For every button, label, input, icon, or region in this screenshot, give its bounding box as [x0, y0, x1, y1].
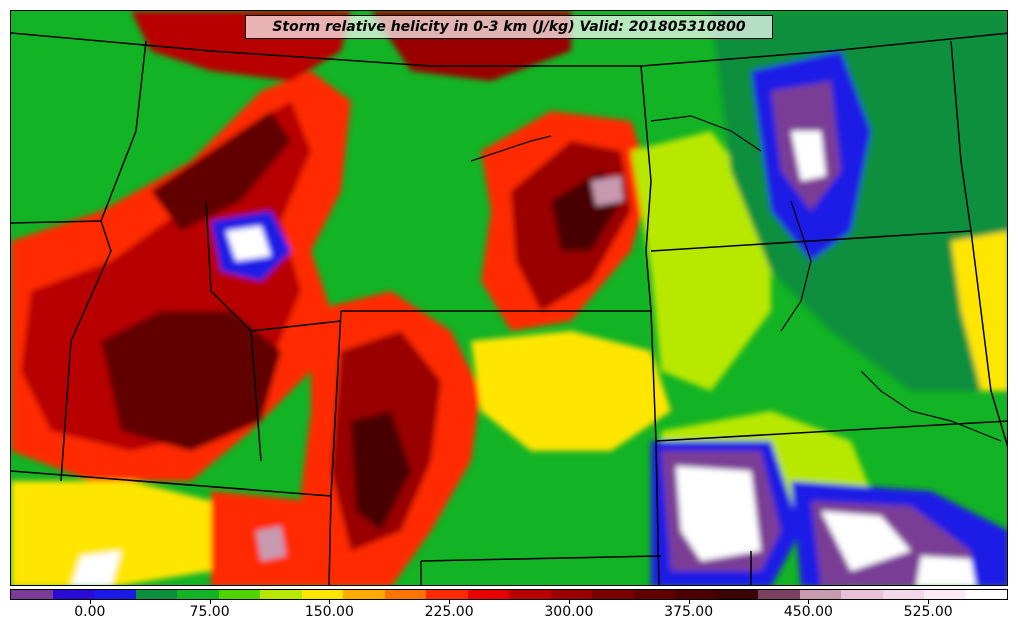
helicity-map: [10, 10, 1008, 586]
colorbar-segment: [467, 590, 509, 599]
colorbar-segment: [633, 590, 675, 599]
colorbar-segment: [550, 590, 592, 599]
colorbar-segment: [260, 590, 302, 599]
map-canvas: [11, 11, 1007, 585]
colorbar-segment: [509, 590, 551, 599]
field-mid-yellow: [471, 331, 671, 451]
colorbar-segment: [675, 590, 717, 599]
field-sw-white: [71, 551, 121, 585]
field-south-yellow: [11, 481, 211, 585]
colorbar-tick-label: 525.00: [903, 604, 953, 620]
colorbar-segment: [799, 590, 841, 599]
colorbar-tick: [928, 600, 930, 604]
field-central-core: [351, 411, 411, 531]
colorbar-tick-label: 0.00: [74, 604, 106, 620]
field-east-white: [791, 131, 826, 181]
rivers: [470, 115, 1002, 442]
field-east-yellow: [951, 231, 1007, 391]
colorbar-segment: [218, 590, 260, 599]
colorbar-segment: [882, 590, 924, 599]
colorbar-tick: [568, 600, 570, 604]
helicity-field: [11, 11, 1007, 585]
colorbar-segment: [426, 590, 468, 599]
colorbar-tick: [449, 600, 451, 604]
field-idaho-white: [226, 226, 271, 261]
colorbar-segment: [758, 590, 800, 599]
colorbar-tick-label: 150.00: [304, 604, 354, 620]
map-title: Storm relative helicity in 0-3 km (J/kg)…: [245, 15, 773, 39]
colorbar-segment: [592, 590, 634, 599]
colorbar-tick-label: 300.00: [544, 604, 594, 620]
field-se-white: [676, 466, 761, 561]
field-nw-core: [151, 111, 291, 231]
field-west-core: [101, 311, 281, 451]
colorbar-segment: [343, 590, 385, 599]
colorbar-tick: [329, 600, 331, 604]
colorbar-tick: [808, 600, 810, 604]
colorbar-segment: [384, 590, 426, 599]
colorbar-segment: [924, 590, 966, 599]
field-se2-white: [821, 511, 911, 571]
field-south-lavender: [256, 526, 286, 561]
field-mid-lime: [631, 131, 771, 391]
colorbar-segment: [94, 590, 136, 599]
colorbar-tick-label: 75.00: [189, 604, 230, 620]
colorbar-segment: [965, 590, 1007, 599]
colorbar-tick-label: 375.00: [664, 604, 714, 620]
colorbar-segment: [716, 590, 758, 599]
colorbar-segment: [177, 590, 219, 599]
colorbar-tick: [89, 600, 91, 604]
colorbar-segment: [135, 590, 177, 599]
field-se3-white: [916, 556, 976, 585]
colorbar-tick-label: 450.00: [783, 604, 833, 620]
colorbar-segment: [301, 590, 343, 599]
colorbar-tick: [688, 600, 690, 604]
field-ne-lavender: [591, 176, 623, 206]
colorbar-segment: [841, 590, 883, 599]
colorbar-segment: [11, 590, 53, 599]
colorbar-tick-label: 225.00: [424, 604, 474, 620]
state-boundaries: [11, 32, 1007, 585]
colorbar-tick: [209, 600, 211, 604]
colorbar-segment: [52, 590, 94, 599]
colorbar: [10, 589, 1008, 600]
